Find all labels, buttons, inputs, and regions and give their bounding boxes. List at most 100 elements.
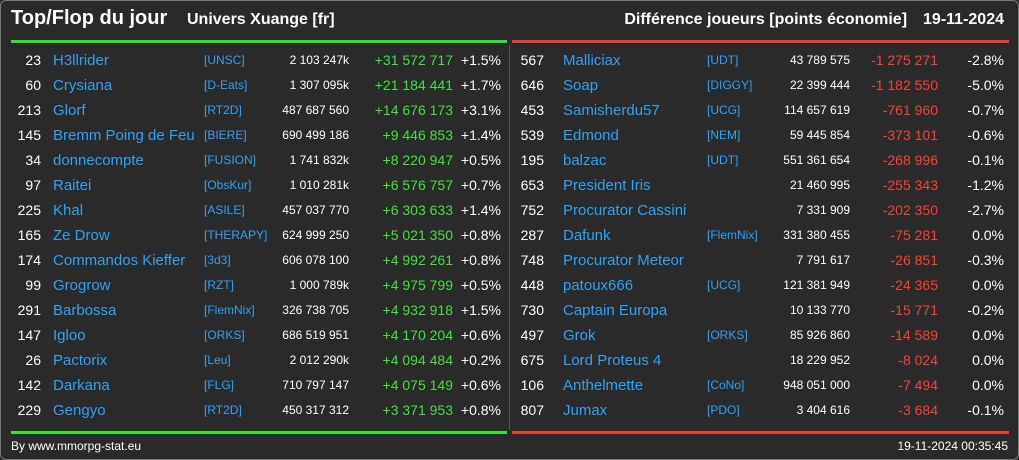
alliance-tag-link[interactable]: [THERAPY] [204, 228, 268, 242]
alliance-tag-link[interactable]: [Leu] [204, 353, 231, 367]
player-rank: 539 [520, 127, 544, 143]
player-name-link[interactable]: donnecompte [53, 152, 144, 169]
top-list: 23 H3llrider [UNSC] 2 103 247k +31 572 717 +1… [11, 48, 508, 423]
alliance-tag-link[interactable]: [NEM] [707, 128, 741, 142]
points-difference: +4 932 918 [382, 302, 453, 318]
flop-row: 497 Grok [ORKS] 85 926 860 -14 589 0.0% [512, 323, 1009, 348]
player-name-link[interactable]: Bremm Poing de Feu [53, 127, 195, 144]
alliance-tag-link[interactable]: [ORKS] [707, 328, 748, 342]
player-name-link[interactable]: balzac [563, 152, 607, 169]
player-name-link[interactable]: Raitei [53, 177, 92, 194]
player-rank: 165 [17, 227, 41, 243]
alliance-tag-link[interactable]: [UCG] [707, 103, 741, 117]
alliance-tag-link[interactable]: [ASILE] [204, 203, 245, 217]
player-name-link[interactable]: Samisherdu57 [563, 102, 660, 119]
alliance-tag-link[interactable]: [CoNo] [707, 378, 745, 392]
points-difference: +4 170 204 [382, 327, 453, 343]
top-row: 225 Khal [ASILE] 457 037 770 +6 303 633 +1.4% [11, 198, 508, 223]
player-name-link[interactable]: Procurator Cassini [563, 202, 687, 219]
alliance-tag-link[interactable]: [UDT] [707, 153, 739, 167]
player-rank: 567 [520, 52, 544, 68]
player-name-link[interactable]: patoux666 [563, 277, 634, 294]
percent-change: -0.7% [967, 102, 1004, 118]
player-rank: 145 [17, 127, 41, 143]
player-points: 85 926 860 [789, 328, 850, 342]
metric-label: Différence joueurs [points économie] [624, 11, 908, 28]
player-name-link[interactable]: Darkana [53, 377, 110, 394]
player-name-link[interactable]: Lord Proteus 4 [563, 352, 662, 369]
alliance-tag-link[interactable]: [3d3] [204, 253, 231, 267]
player-rank: 291 [17, 302, 41, 318]
alliance-tag-link[interactable]: [FlemNix] [707, 228, 758, 242]
alliance-tag-link[interactable]: [UCG] [707, 278, 741, 292]
player-name-link[interactable]: Crysiana [53, 77, 113, 94]
alliance-tag-link[interactable]: [ORKS] [204, 328, 245, 342]
percent-change: 0.0% [972, 227, 1004, 243]
alliance-tag-link[interactable]: [FlemNix] [204, 303, 255, 317]
top-row: 99 Grogrow [RZT] 1 000 789k +4 975 799 +0.5% [11, 273, 508, 298]
player-name-link[interactable]: Captain Europa [563, 302, 668, 319]
player-name-link[interactable]: Edmond [563, 127, 619, 144]
player-name-link[interactable]: Barbossa [53, 302, 117, 319]
player-name-link[interactable]: Gengyo [53, 402, 106, 419]
points-difference: -255 343 [882, 177, 938, 193]
alliance-tag-link[interactable]: [RT2D] [204, 103, 242, 117]
player-name-link[interactable]: President Iris [563, 177, 651, 194]
alliance-tag-link[interactable]: [UNSC] [204, 53, 245, 67]
player-points: 43 789 575 [789, 53, 850, 67]
player-rank: 229 [17, 402, 41, 418]
player-points: 450 317 312 [282, 403, 349, 417]
player-name-link[interactable]: Glorf [53, 102, 86, 119]
percent-change: +1.5% [460, 302, 501, 318]
alliance-tag-link[interactable]: [ObsKur] [204, 178, 252, 192]
top-row: 142 Darkana [FLG] 710 797 147 +4 075 149 +0.6… [11, 373, 508, 398]
points-difference: -75 281 [890, 227, 938, 243]
percent-change: +0.7% [460, 177, 501, 193]
player-name-link[interactable]: Dafunk [563, 227, 611, 244]
percent-change: -0.3% [967, 252, 1004, 268]
player-name-link[interactable]: Commandos Kieffer [53, 252, 186, 269]
player-points: 1 000 789k [289, 278, 349, 292]
player-points: 690 499 186 [282, 128, 349, 142]
player-rank: 730 [520, 302, 544, 318]
top-row: 174 Commandos Kieffer [3d3] 606 078 100 +4 9… [11, 248, 508, 273]
player-points: 487 687 560 [282, 103, 349, 117]
player-points: 457 037 770 [282, 203, 349, 217]
alliance-tag-link[interactable]: [PDO] [707, 403, 740, 417]
player-name-link[interactable]: H3llrider [53, 52, 109, 69]
alliance-tag-link[interactable]: [RT2D] [204, 403, 242, 417]
player-points: 326 738 705 [282, 303, 349, 317]
alliance-tag-link[interactable]: [UDT] [707, 53, 739, 67]
player-points: 1 307 095k [289, 78, 349, 92]
player-name-link[interactable]: Igloo [53, 327, 86, 344]
player-points: 1 010 281k [289, 178, 349, 192]
alliance-tag-link[interactable]: [D-Eats] [204, 78, 248, 92]
percent-change: -0.2% [967, 302, 1004, 318]
percent-change: +0.8% [460, 402, 501, 418]
alliance-tag-link[interactable]: [FUSION] [204, 153, 257, 167]
player-name-link[interactable]: Procurator Meteor [563, 252, 684, 269]
points-difference: -24 365 [890, 277, 938, 293]
player-rank: 97 [25, 177, 41, 193]
player-name-link[interactable]: Pactorix [53, 352, 108, 369]
player-points: 121 381 949 [783, 278, 850, 292]
alliance-tag-link[interactable]: [BIERE] [204, 128, 247, 142]
player-name-link[interactable]: Anthelmette [563, 377, 644, 394]
alliance-tag-link[interactable]: [DIGGY] [707, 78, 753, 92]
player-points: 710 797 147 [282, 378, 349, 392]
top-row: 97 Raitei [ObsKur] 1 010 281k +6 576 757 +0.7… [11, 173, 508, 198]
player-name-link[interactable]: Ze Drow [53, 227, 110, 244]
alliance-tag-link[interactable]: [RZT] [204, 278, 234, 292]
points-difference: -26 851 [890, 252, 938, 268]
player-name-link[interactable]: Grok [563, 327, 596, 344]
player-name-link[interactable]: Khal [53, 202, 84, 219]
percent-change: +1.7% [460, 77, 501, 93]
player-rank: 497 [520, 327, 544, 343]
player-name-link[interactable]: Jumax [563, 402, 608, 419]
player-name-link[interactable]: Soap [563, 77, 599, 94]
player-name-link[interactable]: Grogrow [53, 277, 111, 294]
alliance-tag-link[interactable]: [FLG] [204, 378, 235, 392]
top-row: 26 Pactorix [Leu] 2 012 290k +4 094 484 +0.2% [11, 348, 508, 373]
player-name-link[interactable]: Malliciax [563, 52, 621, 69]
